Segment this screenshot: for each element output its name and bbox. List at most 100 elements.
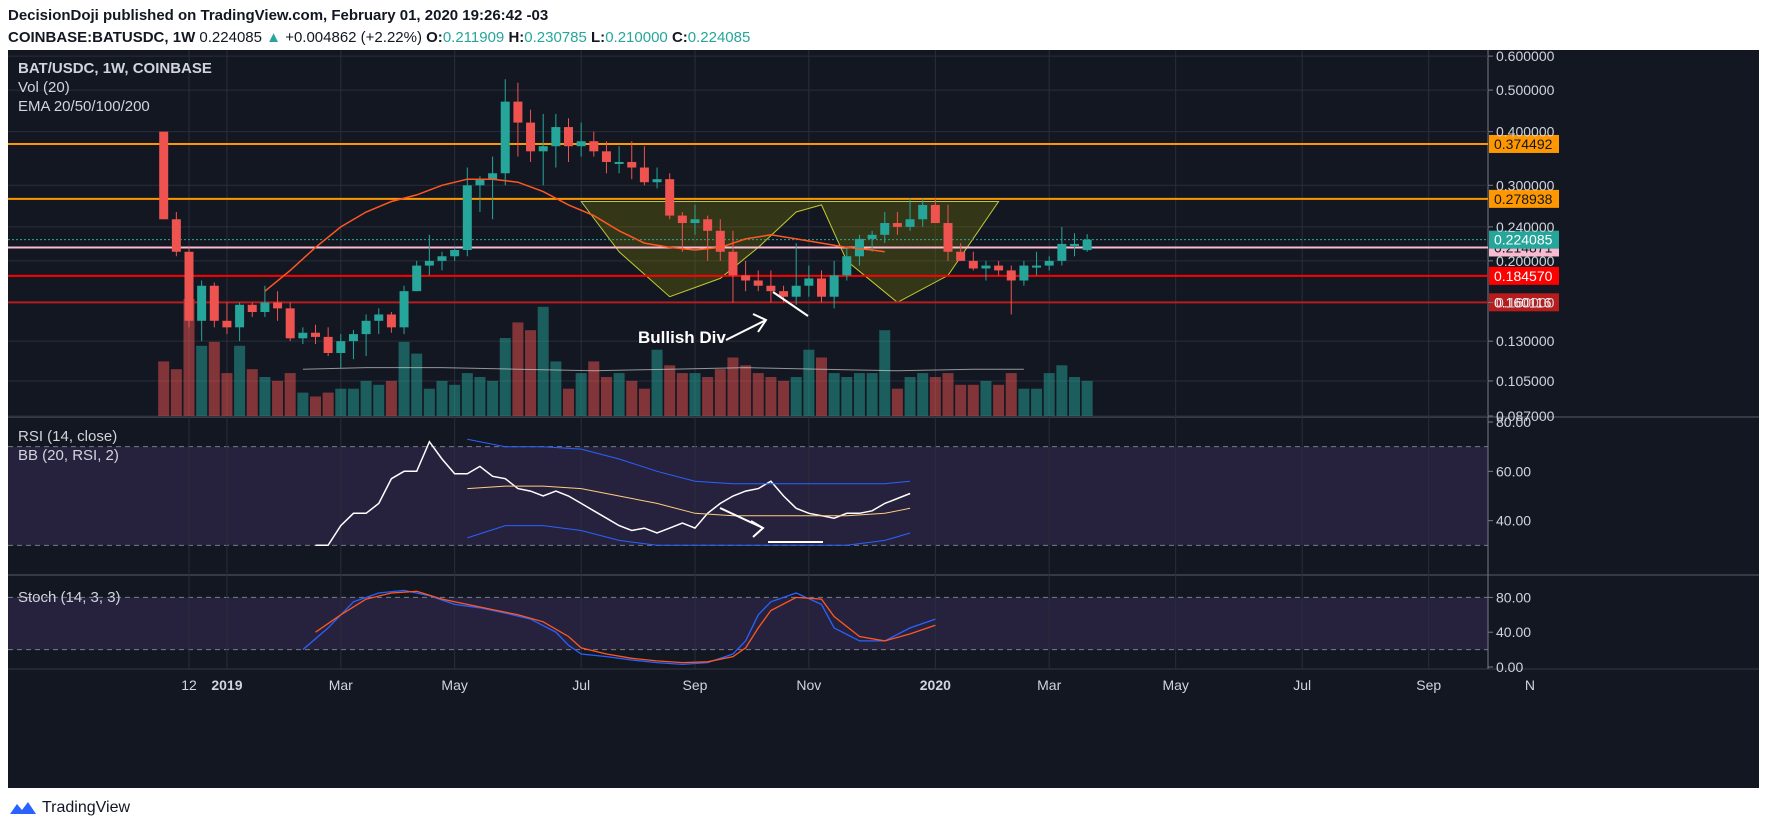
rsi-series-line [467,525,911,546]
price-level-label: 0.160116 [1494,294,1552,310]
tradingview-logo-icon [10,802,36,814]
legend-main: BAT/USDC, 1W, COINBASE [18,60,212,77]
time-tick-label: May [441,677,467,693]
open-label: O: [426,29,443,46]
volume-bar [967,384,979,416]
candle-body [336,341,346,353]
candle-body [1070,243,1079,246]
price-level-tag [1489,189,1559,208]
volume-bar [929,377,941,416]
candle-body [627,161,637,168]
legend-rsi: RSI (14, close) [18,428,117,445]
bullish-div-label: Bullish Div [638,328,726,347]
price-tick-label: 0.200000 [1496,253,1555,269]
volume-bar [423,388,435,416]
volume-bar [841,377,853,416]
volume-bar [689,373,701,416]
stoch-series-line [315,590,936,664]
legend-ema: EMA 20/50/100/200 [18,98,150,115]
volume-bar [917,373,929,416]
volume-bar [891,388,903,416]
candle-body [209,285,219,321]
volume-bar [904,377,916,416]
candle-body [374,314,384,321]
candle-body [817,278,826,297]
candle-body [386,314,396,328]
candle-body [285,308,295,339]
legends: BAT/USDC, 1W, COINBASE Vol (20) EMA 20/5… [18,60,212,606]
candle-body [652,179,662,183]
candle-body [791,285,801,297]
volume-bar [550,361,562,416]
volume-bar [196,345,208,416]
close-value: 0.224085 [687,29,751,46]
volume-bar [803,349,815,416]
chart-canvas[interactable]: 0.3744920.2789380.2148710.1845700.160116… [8,50,1759,788]
candle-body [741,275,751,281]
candle-body [564,127,573,147]
candle-body [412,265,422,292]
candle-body [994,265,1004,271]
volume-bar [740,365,752,416]
candle-body [1057,243,1067,261]
time-tick-label: Jul [1293,677,1311,693]
volume-bar [752,373,764,416]
candle-body [892,223,902,227]
footer-brand[interactable]: TradingView [8,799,130,817]
volume-bar [626,380,638,416]
volume-bar [853,373,865,416]
volume-bar [385,380,397,416]
candle-body [1044,260,1054,266]
candle-body [1082,239,1092,251]
candle-body [488,173,498,180]
candle-body [703,219,713,231]
candle-body [639,167,649,183]
time-tick-label: Sep [1416,677,1441,693]
price-tick-label: 0.400000 [1496,124,1555,140]
candle-body [943,223,953,252]
volume-bar [322,392,334,416]
high-label: H: [508,29,525,46]
volume-bar [373,384,385,416]
candle-body [298,332,308,339]
candle-body [867,234,877,239]
close-label: C: [671,29,688,46]
volume-bar [234,345,246,416]
candle-body [260,302,270,313]
volume-ma-line [302,367,1024,372]
volume-bar [158,361,170,416]
time-tick-label: Mar [1037,677,1061,693]
volume-bar [600,377,612,416]
volume-bar [449,384,461,416]
rsi-tick-label: 80.00 [1496,414,1531,430]
volume-bar [955,384,967,416]
candle-body [930,204,940,224]
candle-body [399,291,409,328]
candle-body [197,285,207,321]
candle-body [1019,265,1029,281]
price-level-label: 0.374492 [1494,136,1553,152]
price-tick-label: 0.240000 [1496,219,1555,235]
low-label: L: [591,29,606,46]
candle-body [690,219,700,224]
volume-bar [221,373,233,416]
legend-vol: Vol (20) [18,79,70,96]
time-tick-label: 2019 [211,677,242,693]
candle-body [424,260,434,266]
candle-body [715,230,725,252]
price-level-label: 0.184570 [1494,268,1553,284]
candle-body [462,185,472,251]
rsi-series-line [315,440,911,547]
time-tick-label: Sep [683,677,708,693]
candle-body [842,256,852,276]
volume-bar [398,341,410,416]
rsi-band-group [8,446,1488,546]
published-line: DecisionDoji published on TradingView.co… [8,7,548,24]
candles [159,79,1092,369]
candle-body [677,215,687,224]
volume-bar [765,377,777,416]
time-tick-label: May [1162,677,1188,693]
candle-body [981,265,991,269]
price-divergence-line [772,291,809,317]
volume-bar [347,388,359,416]
